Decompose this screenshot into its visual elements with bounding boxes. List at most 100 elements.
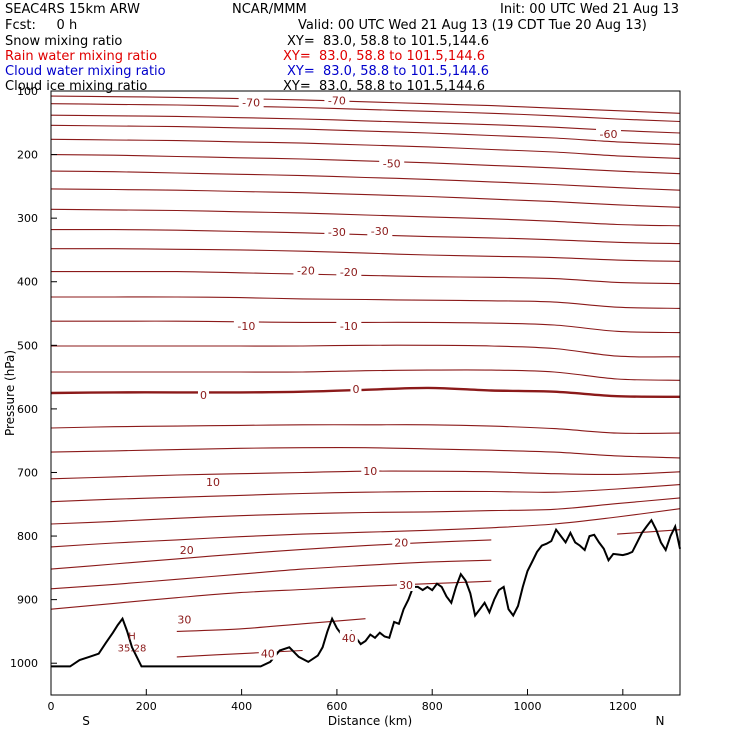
y-tick-label: 500	[17, 339, 38, 352]
contour-label-bg	[350, 382, 362, 396]
contour-label: -50	[383, 157, 401, 170]
isotherm-line	[50, 208, 681, 227]
isotherm-line	[51, 369, 681, 381]
y-tick-label: 600	[17, 403, 38, 416]
contour-label-bg	[361, 464, 380, 478]
isotherm-line	[50, 539, 492, 570]
y-tick-label: 400	[17, 276, 38, 289]
isotherm-line	[51, 320, 681, 334]
isotherm-line	[50, 103, 681, 123]
y-axis-title: Pressure (hPa)	[3, 350, 17, 436]
x-axis-title: Distance (km)	[328, 714, 412, 728]
field-xy-rain: XY= 83.0, 58.8 to 101.5,144.6	[283, 49, 486, 64]
field-name-rain: Rain water mixing ratio	[5, 49, 158, 64]
contour-label-bg	[392, 535, 411, 549]
max-marker-letter: H	[128, 632, 136, 643]
contour-label: 20	[394, 536, 408, 549]
x-tick-label: 1000	[514, 700, 542, 713]
model-title: SEAC4RS 15km ARW	[5, 2, 141, 17]
contour-label-bg	[397, 578, 416, 592]
isotherm-line	[50, 124, 681, 145]
contour-label: 10	[363, 465, 377, 478]
terrain-line	[51, 518, 681, 668]
contour-label-bg	[177, 543, 196, 557]
contour-label: -20	[297, 264, 315, 277]
isotherm-zero-line	[50, 386, 681, 398]
contour-label: -60	[600, 128, 618, 141]
isotherm-line	[50, 248, 681, 262]
contour-label: -70	[328, 95, 346, 108]
contour-label: -10	[340, 320, 358, 333]
contour-label: -30	[328, 226, 346, 239]
contour-label: 40	[342, 632, 356, 645]
contour-label: 30	[177, 613, 191, 626]
x-tick-label: 800	[422, 700, 443, 713]
field-xy-snow: XY= 83.0, 58.8 to 101.5,144.6	[287, 34, 490, 49]
contour-label: -10	[237, 320, 255, 333]
x-tick-label: 400	[231, 700, 252, 713]
isotherm-line	[50, 580, 492, 610]
contour-label: 30	[399, 579, 413, 592]
y-tick-label: 300	[17, 212, 38, 225]
y-tick-label: 800	[17, 530, 38, 543]
contour-label-bg	[204, 475, 223, 489]
field-name-cloud-ice: Cloud ice mixing ratio	[5, 79, 148, 94]
contour-label: 20	[180, 544, 194, 557]
contour-label-bg	[293, 263, 319, 277]
isotherm-line	[50, 188, 681, 208]
isotherm-line	[50, 170, 681, 191]
contour-label-bg	[367, 223, 393, 237]
contour-label-bg	[197, 387, 209, 401]
field-name-cloud-water: Cloud water mixing ratio	[5, 64, 166, 79]
isotherm-line	[50, 154, 681, 175]
isotherm-line	[50, 484, 681, 503]
y-tick-label: 700	[17, 466, 38, 479]
contour-label: -20	[340, 266, 358, 279]
contour-label: -70	[242, 96, 260, 109]
contour-label-bg	[336, 319, 362, 333]
isotherm-line	[51, 270, 681, 285]
south-endpoint-label: S	[82, 714, 90, 728]
contour-labels: -70 -70 -60 -50 -30 -30 -20 -20 -10 -10 0 0 10 10 20 20…	[118, 93, 622, 661]
org-label: NCAR/MMM	[232, 2, 307, 17]
contour-label: -30	[371, 225, 389, 238]
contour-label-bg	[379, 156, 405, 170]
contour-label-bg	[258, 646, 277, 660]
contour-label-bg	[238, 95, 264, 109]
init-time: Init: 00 UTC Wed 21 Aug 13	[500, 2, 680, 17]
terrain-profile	[51, 518, 681, 668]
y-tick-label-top: 100	[17, 85, 38, 98]
isotherm-line	[50, 114, 681, 134]
isotherm-contours	[50, 95, 681, 658]
field-xy-cloud-ice: XY= 83.0, 58.8 to 101.5,144.6	[283, 79, 486, 94]
isotherm-line	[50, 497, 681, 525]
contour-label-bg	[339, 630, 358, 644]
y-axis: 200 300 400 500 600 700 800 900 1000 100	[10, 85, 57, 670]
isotherm-line	[50, 559, 492, 590]
x-tick-label: 200	[136, 700, 157, 713]
contour-label-bg	[336, 265, 362, 279]
y-tick-label: 1000	[10, 657, 38, 670]
isotherm-line	[176, 649, 303, 658]
north-endpoint-label: N	[656, 714, 665, 728]
field-name-snow: Snow mixing ratio	[5, 34, 123, 49]
isotherm-line	[51, 344, 681, 358]
isotherm-line	[50, 447, 681, 459]
contour-label: 0	[200, 389, 207, 402]
isotherm-line	[50, 95, 681, 114]
contour-label: 0	[352, 383, 359, 396]
max-marker-value: 35.28	[118, 644, 147, 655]
forecast-hour: Fcst: 0 h	[5, 18, 78, 33]
contour-label-bg	[324, 93, 350, 107]
isotherm-line	[50, 424, 681, 434]
plot-frame	[50, 90, 681, 696]
field-xy-cloud-water: XY= 83.0, 58.8 to 101.5,144.6	[287, 64, 490, 79]
contour-label-bg	[324, 225, 350, 239]
x-axis: 0 200 400 600 800 1000 1200	[48, 689, 637, 713]
isotherm-line	[50, 138, 681, 159]
contour-label: 10	[206, 476, 220, 489]
valid-time: Valid: 00 UTC Wed 21 Aug 13 (19 CDT Tue …	[298, 18, 647, 33]
x-tick-label: 0	[48, 700, 55, 713]
isotherm-line	[617, 529, 681, 535]
